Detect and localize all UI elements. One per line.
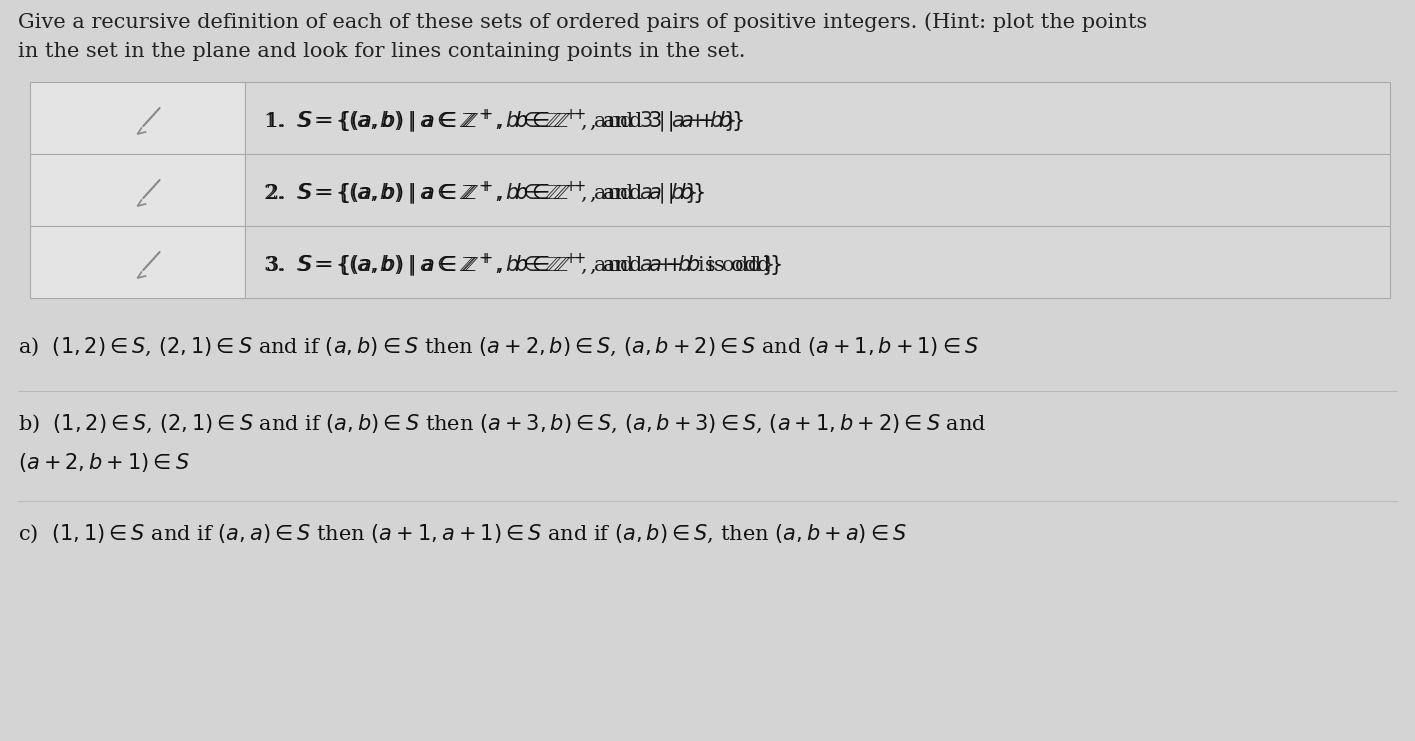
FancyBboxPatch shape: [245, 154, 1390, 226]
Text: Give a recursive definition of each of these sets of ordered pairs of positive i: Give a recursive definition of each of t…: [18, 12, 1148, 32]
FancyBboxPatch shape: [245, 82, 1390, 154]
Text: b)  $(1,2) \in S$, $(2,1) \in S$ and if $(a,b) \in S$ then $(a+3,b) \in S$, $(a,: b) $(1,2) \in S$, $(2,1) \in S$ and if $…: [18, 413, 986, 436]
Text: 3.  $S = \{(a,b) \mid a \in \mathbb{Z}^+,\ b \in \mathbb{Z}^+$, and $a+b$ is odd: 3. $S = \{(a,b) \mid a \in \mathbb{Z}^+,…: [265, 251, 782, 279]
FancyBboxPatch shape: [245, 226, 1390, 298]
Text: 2.  $S = \{(a,b) \mid a \in \mathbb{Z}^+,\ b \in \mathbb{Z}^+$, and $a \mid b\}$: 2. $S = \{(a,b) \mid a \in \mathbb{Z}^+,…: [265, 179, 706, 207]
FancyBboxPatch shape: [30, 82, 245, 154]
Text: 1.  $S = \{(a, b) \mid a \in \mathbb{Z}^+, b \in \mathbb{Z}^+$, and $3 \mid a + : 1. $S = \{(a, b) \mid a \in \mathbb{Z}^+…: [263, 107, 736, 135]
FancyBboxPatch shape: [30, 226, 245, 298]
FancyBboxPatch shape: [30, 154, 245, 226]
Text: in the set in the plane and look for lines containing points in the set.: in the set in the plane and look for lin…: [18, 42, 746, 61]
Text: 3.  $S = \{(a, b) \mid a \in \mathbb{Z}^+, b \in \mathbb{Z}^+$, and $a + b$ is o: 3. $S = \{(a, b) \mid a \in \mathbb{Z}^+…: [263, 251, 774, 279]
Text: $(a+2,b+1) \in S$: $(a+2,b+1) \in S$: [18, 451, 190, 474]
Text: 1.  $S = \{(a,b) \mid a \in \mathbb{Z}^+,\ b \in \mathbb{Z}^+$, and $3 \mid a+b\: 1. $S = \{(a,b) \mid a \in \mathbb{Z}^+,…: [265, 107, 744, 135]
Text: 2.  $S = \{(a, b) \mid a \in \mathbb{Z}^+, b \in \mathbb{Z}^+$, and $a \mid b\}$: 2. $S = \{(a, b) \mid a \in \mathbb{Z}^+…: [263, 179, 696, 207]
Text: a)  $(1,2) \in S$, $(2,1) \in S$ and if $(a,b) \in S$ then $(a+2,b) \in S$, $(a,: a) $(1,2) \in S$, $(2,1) \in S$ and if $…: [18, 336, 979, 359]
Text: c)  $(1,1) \in S$ and if $(a,a) \in S$ then $(a+1,a+1) \in S$ and if $(a,b) \in : c) $(1,1) \in S$ and if $(a,a) \in S$ th…: [18, 523, 907, 545]
